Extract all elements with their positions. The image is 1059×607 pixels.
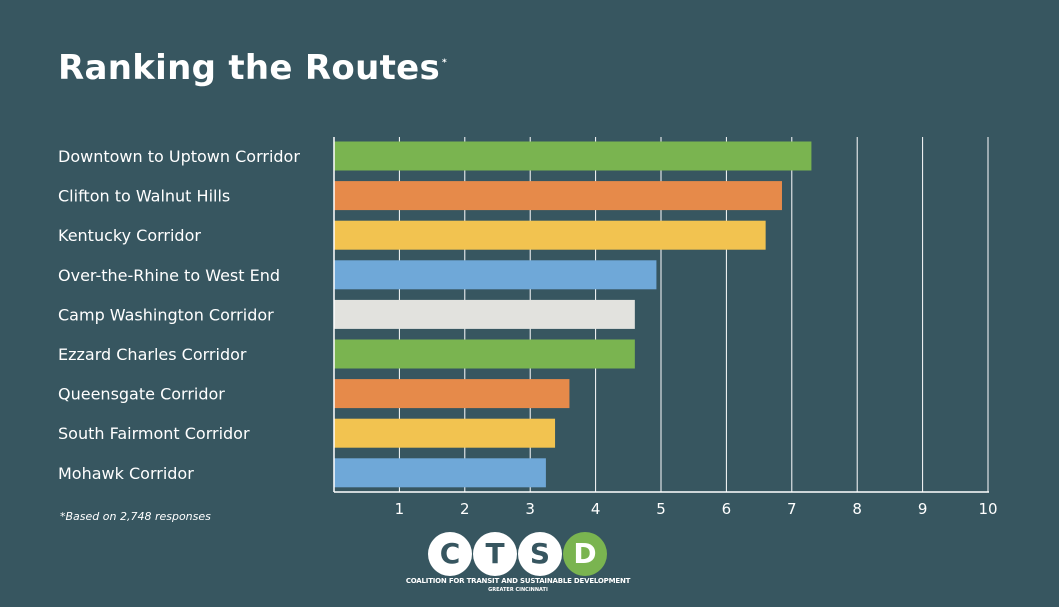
bar xyxy=(334,458,546,488)
logo-letter-d: D xyxy=(563,532,607,576)
tick-label: 5 xyxy=(656,500,666,518)
category-label: Downtown to Uptown Corridor xyxy=(58,147,300,166)
ctsd-logo: C T S D COALITION FOR TRANSIT AND SUSTAI… xyxy=(400,530,650,600)
category-label: Kentucky Corridor xyxy=(58,226,201,245)
tick-label: 9 xyxy=(918,500,928,518)
bar xyxy=(334,260,657,290)
title-footnote-marker: * xyxy=(442,58,448,68)
chart-title: Ranking the Routes * xyxy=(58,48,448,88)
tick-label: 7 xyxy=(787,500,797,518)
logo-letter-c: C xyxy=(428,532,472,576)
category-label: Mohawk Corridor xyxy=(58,464,194,483)
footnote: *Based on 2,748 responses xyxy=(60,510,211,523)
bar xyxy=(334,379,570,409)
logo-organization-region: GREATER CINCINNATI xyxy=(488,587,548,593)
category-label: Camp Washington Corridor xyxy=(58,305,274,324)
bar xyxy=(334,339,635,369)
logo-letter-s: S xyxy=(518,532,562,576)
bar xyxy=(334,141,812,171)
bar xyxy=(334,418,556,448)
tick-label: 4 xyxy=(591,500,601,518)
bar xyxy=(334,181,782,211)
bar xyxy=(334,220,766,250)
tick-label: 8 xyxy=(852,500,862,518)
category-label: South Fairmont Corridor xyxy=(58,424,250,443)
tick-label: 6 xyxy=(722,500,732,518)
logo-organization-name: COALITION FOR TRANSIT AND SUSTAINABLE DE… xyxy=(405,577,631,585)
tick-label: 3 xyxy=(525,500,535,518)
logo-letter-t: T xyxy=(473,532,517,576)
category-label: Over-the-Rhine to West End xyxy=(58,266,280,285)
category-label: Ezzard Charles Corridor xyxy=(58,345,247,364)
bar xyxy=(334,299,635,329)
category-label: Queensgate Corridor xyxy=(58,385,225,404)
category-label: Clifton to Walnut Hills xyxy=(58,187,230,206)
tick-label: 2 xyxy=(460,500,470,518)
tick-label: 1 xyxy=(395,500,405,518)
tick-label: 10 xyxy=(978,500,997,518)
